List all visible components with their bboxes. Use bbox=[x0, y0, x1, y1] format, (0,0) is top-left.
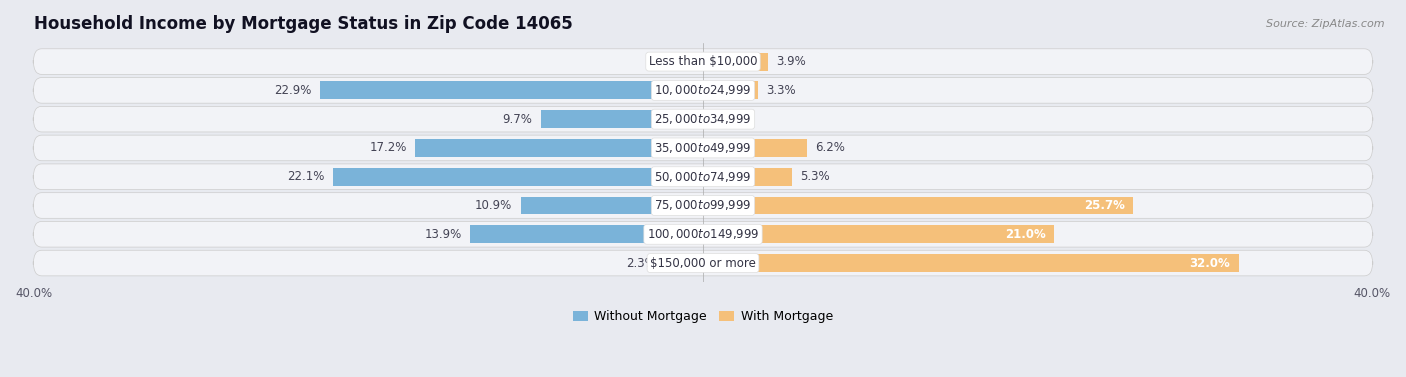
Text: Source: ZipAtlas.com: Source: ZipAtlas.com bbox=[1267, 19, 1385, 29]
Text: $35,000 to $49,999: $35,000 to $49,999 bbox=[654, 141, 752, 155]
Bar bbox=[703, 139, 807, 157]
FancyBboxPatch shape bbox=[34, 135, 1372, 161]
Text: 6.2%: 6.2% bbox=[815, 141, 845, 155]
Text: 22.1%: 22.1% bbox=[287, 170, 325, 183]
Text: Household Income by Mortgage Status in Zip Code 14065: Household Income by Mortgage Status in Z… bbox=[34, 15, 572, 33]
Bar bbox=[703, 53, 768, 70]
Text: 5.3%: 5.3% bbox=[800, 170, 830, 183]
FancyBboxPatch shape bbox=[34, 221, 1372, 247]
Text: $50,000 to $74,999: $50,000 to $74,999 bbox=[654, 170, 752, 184]
Bar bbox=[471, 225, 703, 243]
FancyBboxPatch shape bbox=[34, 49, 1372, 74]
Text: $100,000 to $149,999: $100,000 to $149,999 bbox=[647, 227, 759, 241]
FancyBboxPatch shape bbox=[34, 193, 1372, 218]
Text: 21.0%: 21.0% bbox=[1005, 228, 1046, 241]
Text: 25.7%: 25.7% bbox=[1084, 199, 1125, 212]
FancyBboxPatch shape bbox=[34, 250, 1372, 276]
Bar bbox=[703, 196, 1133, 215]
Text: 17.2%: 17.2% bbox=[370, 141, 406, 155]
Text: 9.7%: 9.7% bbox=[502, 113, 533, 126]
Text: 13.9%: 13.9% bbox=[425, 228, 463, 241]
Text: 1.1%: 1.1% bbox=[647, 55, 676, 68]
FancyBboxPatch shape bbox=[34, 78, 1372, 103]
Legend: Without Mortgage, With Mortgage: Without Mortgage, With Mortgage bbox=[568, 305, 838, 328]
Bar bbox=[319, 81, 703, 99]
Text: 3.9%: 3.9% bbox=[776, 55, 807, 68]
Bar bbox=[415, 139, 703, 157]
Text: $150,000 or more: $150,000 or more bbox=[650, 257, 756, 270]
Bar bbox=[703, 168, 792, 185]
Text: $10,000 to $24,999: $10,000 to $24,999 bbox=[654, 83, 752, 97]
Text: $75,000 to $99,999: $75,000 to $99,999 bbox=[654, 199, 752, 213]
Bar bbox=[703, 225, 1054, 243]
Text: 22.9%: 22.9% bbox=[274, 84, 311, 97]
FancyBboxPatch shape bbox=[34, 106, 1372, 132]
FancyBboxPatch shape bbox=[34, 164, 1372, 190]
Text: 2.3%: 2.3% bbox=[627, 257, 657, 270]
Text: Less than $10,000: Less than $10,000 bbox=[648, 55, 758, 68]
Text: 10.9%: 10.9% bbox=[475, 199, 512, 212]
Bar bbox=[703, 254, 1239, 272]
Bar bbox=[665, 254, 703, 272]
Bar bbox=[541, 110, 703, 128]
Bar bbox=[703, 81, 758, 99]
Text: 32.0%: 32.0% bbox=[1189, 257, 1230, 270]
Bar bbox=[520, 196, 703, 215]
Bar bbox=[333, 168, 703, 185]
Text: 3.3%: 3.3% bbox=[766, 84, 796, 97]
Bar bbox=[685, 53, 703, 70]
Text: $25,000 to $34,999: $25,000 to $34,999 bbox=[654, 112, 752, 126]
